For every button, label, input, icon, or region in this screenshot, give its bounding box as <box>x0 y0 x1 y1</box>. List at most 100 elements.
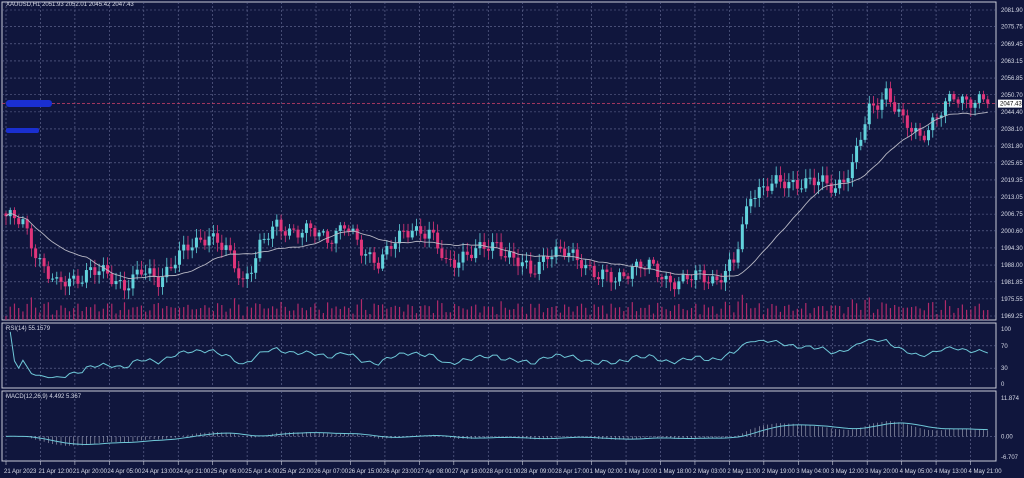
candle-bear <box>482 242 486 249</box>
price-tick: 1988.00 <box>1001 263 1023 269</box>
candle-bull <box>144 273 148 275</box>
candle-bull <box>846 178 850 183</box>
candle-bear <box>169 266 173 269</box>
candle-bear <box>355 228 359 240</box>
candle-bull <box>571 249 575 253</box>
candle-bear <box>469 254 473 259</box>
candle-bear <box>935 117 939 119</box>
candle-bull <box>808 177 812 179</box>
candle-bull <box>537 261 541 274</box>
candle-bull <box>914 128 918 132</box>
candle-bull <box>567 252 571 257</box>
candle-bear <box>486 248 490 251</box>
candle-bear <box>203 239 207 246</box>
candle-bull <box>89 267 93 271</box>
candle-bear <box>715 276 719 281</box>
candle-bull <box>271 226 275 239</box>
candle-bear <box>605 269 609 272</box>
candle-bear <box>872 103 876 106</box>
candle-bear <box>402 230 406 232</box>
candle-bull <box>973 102 977 108</box>
candle-bull <box>194 237 198 248</box>
candle-bull <box>135 269 139 275</box>
price-tick: 1975.55 <box>1001 297 1023 303</box>
candle-bear <box>495 242 499 244</box>
candle-bear <box>42 258 46 267</box>
candle-bull <box>635 261 639 267</box>
candle-bull <box>833 188 837 193</box>
candle-bear <box>795 179 799 189</box>
price-tick: 2000.60 <box>1001 229 1023 235</box>
candle-bear <box>580 260 584 269</box>
candle-bull <box>897 109 901 112</box>
candle-bear <box>152 268 156 277</box>
candle-bear <box>563 248 567 257</box>
candle-bull <box>728 259 732 271</box>
rsi-tick: 30 <box>1001 366 1008 372</box>
price-tick: 1994.30 <box>1001 246 1023 252</box>
time-label: 26 Apr 23:00 <box>383 469 418 475</box>
candle-bull <box>677 281 681 290</box>
candle-bull <box>630 266 634 279</box>
candle-bear <box>372 252 376 263</box>
candle-bear <box>330 242 334 244</box>
candle-bull <box>474 248 478 259</box>
candle-bull <box>850 162 854 179</box>
time-label: 3 May 12:00 <box>831 469 865 475</box>
candle-bear <box>279 219 283 232</box>
candle-bull <box>816 181 820 186</box>
candle-bull <box>757 187 761 198</box>
candle-bull <box>821 175 825 182</box>
candle-bull <box>508 251 512 258</box>
macd-panel-border <box>1 390 997 462</box>
candle-bull <box>414 226 418 231</box>
candle-bull <box>51 278 55 280</box>
candle-bull <box>190 247 194 251</box>
current-price-label: 2047.43 <box>1000 102 1022 108</box>
candle-bear <box>905 115 909 128</box>
candle-bear <box>673 282 677 290</box>
candle-bear <box>516 257 520 267</box>
candle-bull <box>101 265 105 272</box>
candle-bear <box>343 225 347 229</box>
price-tick: 2075.75 <box>1001 25 1023 31</box>
candle-bear <box>876 105 880 110</box>
candle-bear <box>783 181 787 189</box>
ohlc-values: 2051.93 2052.01 2045.42 2047.43 <box>42 2 134 8</box>
candle-bull <box>211 233 215 237</box>
candle-bull <box>550 257 554 260</box>
candle-bull <box>84 270 88 283</box>
candle-bull <box>393 243 397 249</box>
rsi-line <box>9 331 988 379</box>
time-label: 4 May 21:00 <box>969 469 1003 475</box>
time-label: 28 Apr 17:00 <box>555 469 590 475</box>
candle-bear <box>622 272 626 277</box>
price-tick: 2056.85 <box>1001 76 1023 82</box>
price-tick: 2050.70 <box>1001 93 1023 99</box>
candle-bear <box>685 274 689 280</box>
candle-bull <box>118 280 122 282</box>
candle-bear <box>668 275 672 283</box>
time-label: 3 May 20:00 <box>865 469 899 475</box>
candle-bear <box>956 99 960 103</box>
time-label: 25 Apr 06:00 <box>211 469 246 475</box>
candle-bull <box>931 117 935 131</box>
candle-bull <box>791 179 795 183</box>
price-tick: 2063.15 <box>1001 59 1023 65</box>
candle-bull <box>939 115 943 118</box>
price-tick: 2038.10 <box>1001 127 1023 133</box>
macd-tick: 11.874 <box>1001 396 1020 402</box>
candle-bull <box>880 99 884 110</box>
time-label: 27 Apr 16:00 <box>452 469 487 475</box>
candle-bear <box>690 279 694 281</box>
time-label: 1 May 18:00 <box>658 469 692 475</box>
candle-bear <box>359 239 363 256</box>
time-label: 4 May 13:00 <box>934 469 968 475</box>
moving-average-line <box>5 111 988 279</box>
candle-bull <box>300 232 304 238</box>
candle-bull <box>753 197 757 199</box>
candle-bull <box>943 101 947 116</box>
candle-bear <box>812 177 816 186</box>
